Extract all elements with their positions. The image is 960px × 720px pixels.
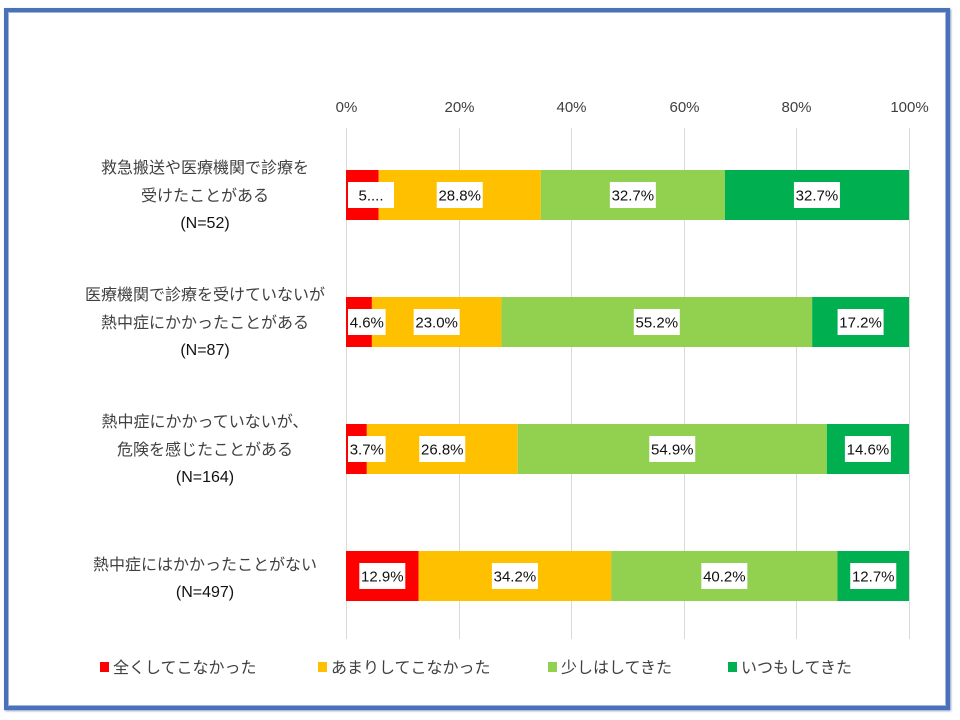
- data-label: 40.2%: [703, 569, 746, 586]
- x-tick-label: 80%: [781, 99, 811, 116]
- data-label-box: [348, 436, 386, 462]
- data-label: 17.2%: [839, 315, 882, 332]
- data-label: 54.9%: [651, 442, 694, 459]
- data-label-box: [491, 563, 538, 589]
- category-label: 熱中症にかかっていないが、危険を感じたことがある (N=164): [102, 412, 309, 486]
- category-label-line: 熱中症にかかっていないが、: [102, 412, 309, 431]
- data-label: 12.7%: [852, 569, 895, 586]
- category-label-line: 医療機関で診療を受けていないが: [85, 285, 325, 304]
- data-label-box: [609, 182, 656, 208]
- sample-size-label: (N=164): [176, 469, 234, 486]
- legend-swatch: [548, 662, 557, 672]
- data-label-box: [348, 309, 386, 335]
- legend-swatch: [100, 662, 109, 672]
- x-tick-label: 0%: [336, 99, 358, 116]
- data-label: 12.9%: [361, 569, 404, 586]
- sample-size-label: (N=497): [176, 584, 234, 601]
- category-label-line: 熱中症にはかかったことがない: [93, 555, 317, 574]
- data-label: 32.7%: [796, 188, 839, 205]
- sample-size-label: (N=52): [180, 215, 229, 232]
- legend-item: 少しはしてきた: [548, 658, 672, 677]
- data-label-box: [348, 182, 394, 208]
- data-label: 4.6%: [350, 315, 384, 332]
- legend-item: いつもしてきた: [728, 658, 852, 677]
- data-label-box: [359, 563, 406, 589]
- legend-label: 少しはしてきた: [561, 658, 672, 677]
- data-label-box: [844, 436, 891, 462]
- data-label-box: [436, 182, 483, 208]
- category-label-line: 危険を感じたことがある: [117, 440, 293, 459]
- legend-label: あまりしてこなかった: [331, 658, 491, 677]
- data-label: 3.7%: [350, 442, 384, 459]
- data-label: 28.8%: [438, 188, 481, 205]
- data-label-box: [419, 436, 466, 462]
- bar-row: 5.... 28.8% 32.7% 32.7%: [346, 170, 909, 220]
- legend-item: 全くしてこなかった: [100, 658, 257, 677]
- data-label-box: [701, 563, 748, 589]
- data-label-box: [649, 436, 696, 462]
- category-label-line: 救急搬送や医療機関で診療を: [101, 158, 309, 177]
- bars: 5.... 28.8% 32.7% 32.7% 4.6% 23.0% 55.2% 17.2% 3…: [346, 170, 909, 601]
- data-label: 32.7%: [612, 188, 655, 205]
- data-label: 34.2%: [494, 569, 537, 586]
- data-label: 5....: [358, 188, 383, 205]
- bar-row: 4.6% 23.0% 55.2% 17.2%: [346, 297, 909, 347]
- data-label: 55.2%: [636, 315, 679, 332]
- legend-swatch: [728, 662, 737, 672]
- data-label-box: [633, 309, 680, 335]
- sample-size-label: (N=87): [180, 342, 229, 359]
- data-label: 26.8%: [421, 442, 464, 459]
- category-label-line: 受けたことがある: [141, 186, 269, 205]
- data-label-box: [413, 309, 460, 335]
- legend-swatch: [318, 662, 327, 672]
- x-tick-label: 40%: [556, 99, 586, 116]
- category-label-line: 熱中症にかかったことがある: [101, 313, 309, 332]
- x-axis-tick-labels: 0% 20% 40% 60% 80% 100%: [336, 99, 929, 116]
- x-tick-label: 100%: [890, 99, 928, 116]
- data-label-box: [793, 182, 840, 208]
- bar-row: 12.9% 34.2% 40.2% 12.7%: [346, 551, 909, 601]
- data-label-box: [850, 563, 897, 589]
- data-label: 23.0%: [415, 315, 458, 332]
- x-tick-label: 60%: [669, 99, 699, 116]
- legend-label: 全くしてこなかった: [113, 658, 257, 677]
- x-tick-label: 20%: [444, 99, 474, 116]
- data-label: 14.6%: [847, 442, 890, 459]
- category-label: 熱中症にはかかったことがない (N=497): [93, 555, 317, 601]
- legend-label: いつもしてきた: [741, 658, 852, 677]
- legend: 全くしてこなかった あまりしてこなかった 少しはしてきた いつもしてきた: [100, 658, 852, 677]
- bar-row: 3.7% 26.8% 54.9% 14.6%: [346, 424, 909, 474]
- legend-item: あまりしてこなかった: [318, 658, 491, 677]
- data-label-box: [837, 309, 884, 335]
